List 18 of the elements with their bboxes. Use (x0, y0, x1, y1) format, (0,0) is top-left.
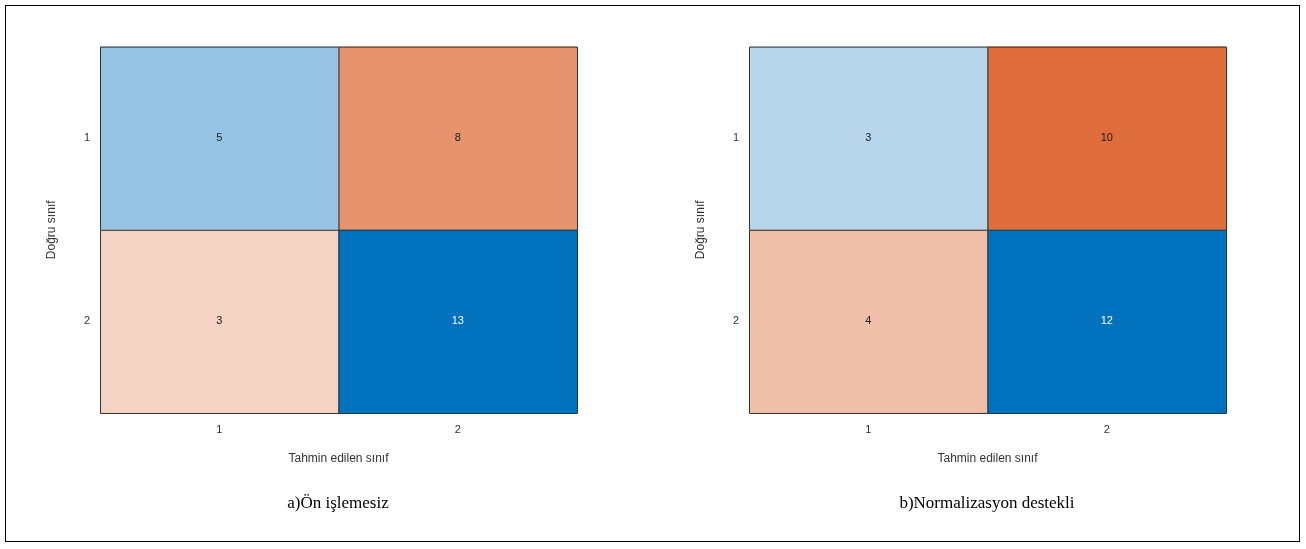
data-label: 3 (216, 314, 223, 327)
data-label: 12 (1100, 314, 1113, 327)
y-axis-title: Doğru sınıf (43, 199, 58, 260)
data-label: 10 (1100, 131, 1113, 144)
y-axis-title: Doğru sınıf (692, 199, 707, 260)
data-label: 8 (454, 131, 461, 144)
x-axis-title: Tahmin edilen sınıf (937, 451, 1039, 466)
x-axis-title: Tahmin edilen sınıf (288, 451, 390, 466)
data-label: 13 (451, 314, 464, 327)
x-tick-label: 2 (454, 422, 461, 435)
text: a)Ön işlemesiz (286, 493, 390, 513)
x-tick-label: 1 (216, 422, 223, 435)
data-label: 3 (865, 131, 872, 144)
text: b)Normalizasyon destekli (898, 493, 1076, 513)
x-tick-label: 1 (865, 422, 872, 435)
data-label: 5 (216, 131, 223, 144)
x-tick-label: 2 (1103, 422, 1110, 435)
data-label: 4 (865, 314, 872, 327)
